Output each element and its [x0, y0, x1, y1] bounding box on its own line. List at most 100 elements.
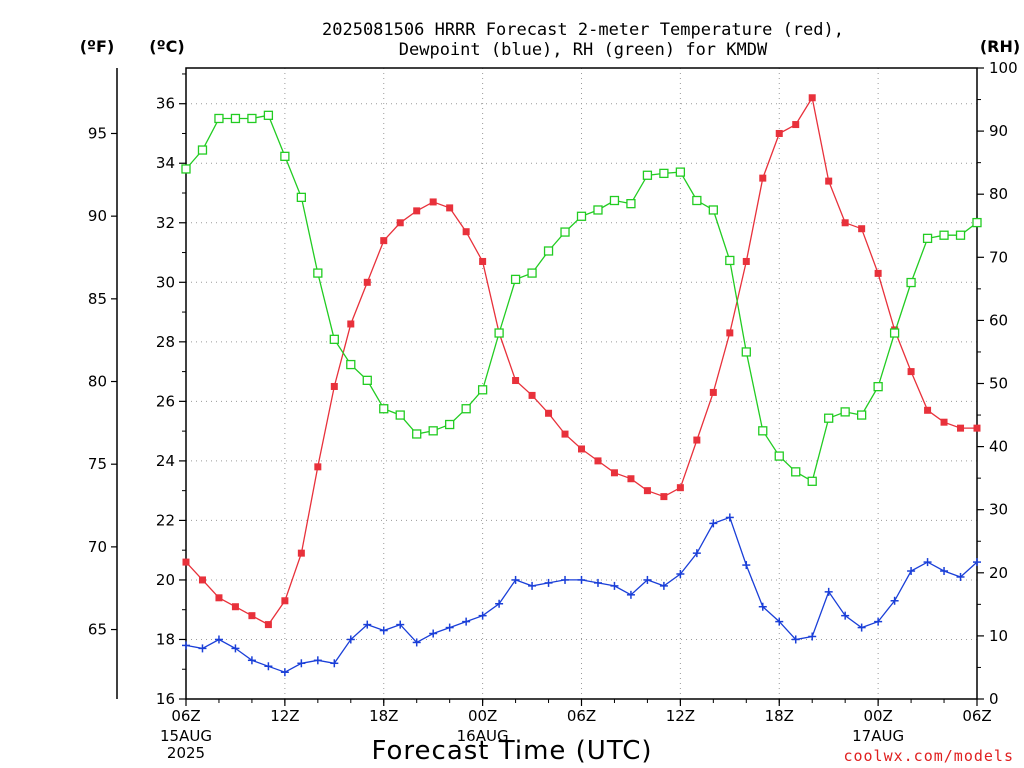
data-point-rh [708, 205, 718, 215]
data-point-rh [972, 217, 982, 228]
x-tick-sublabel: 17AUG [852, 727, 904, 745]
data-point-dewpoint [379, 626, 388, 635]
data-point-rh [725, 255, 735, 266]
data-point-rh [346, 359, 356, 370]
data-point-temperature [759, 174, 767, 182]
data-point-temperature [775, 129, 783, 137]
tick-labels: 16 18 20 22 24 26 28 30 32 34 36 65 70 75 80 85 90 95 0 10 2… [88, 59, 1018, 762]
data-point-temperature [429, 198, 437, 206]
data-point-temperature [825, 177, 833, 185]
data-point-dewpoint [363, 620, 372, 629]
rh-tick-label: 30 [989, 501, 1008, 519]
data-point-temperature [660, 493, 668, 501]
data-point-dewpoint [824, 587, 833, 596]
data-point-temperature [215, 594, 223, 602]
data-point-rh [642, 170, 653, 180]
data-point-rh [510, 274, 521, 285]
data-point-dewpoint [313, 656, 322, 665]
data-point-temperature [709, 388, 717, 396]
celsius-tick-label: 22 [156, 511, 175, 529]
data-point-dewpoint [808, 632, 817, 641]
data-point-temperature [858, 225, 866, 233]
celsius-tick-label: 18 [156, 630, 175, 648]
chart-title-line-1: 2025081506 HRRR Forecast 2-meter Tempera… [322, 20, 844, 40]
data-point-temperature [874, 269, 882, 277]
data-point-dewpoint [890, 596, 899, 605]
celsius-tick-label: 28 [156, 333, 175, 351]
data-point-rh [856, 410, 867, 420]
celsius-tick-label: 24 [156, 452, 175, 470]
series-lines [181, 94, 982, 677]
fahrenheit-tick-label: 80 [88, 373, 107, 391]
data-point-temperature [479, 257, 487, 265]
data-point-dewpoint [643, 575, 652, 584]
data-point-rh [247, 113, 257, 124]
data-point-temperature [610, 469, 618, 477]
data-point-rh [939, 230, 949, 240]
data-point-rh [280, 151, 290, 161]
x-tick-sublabel: 15AUG [160, 727, 212, 745]
data-point-rh [576, 211, 587, 221]
data-point-rh [873, 382, 883, 392]
celsius-tick-label: 34 [156, 154, 175, 172]
data-point-dewpoint [742, 561, 751, 570]
data-point-rh [741, 347, 751, 357]
rh-tick-label: 60 [989, 311, 1008, 329]
data-point-rh [791, 467, 801, 477]
data-point-temperature [726, 329, 734, 337]
data-point-temperature [973, 424, 981, 432]
celsius-tick-label: 32 [156, 214, 175, 232]
data-point-rh [889, 328, 900, 338]
data-point-dewpoint [676, 569, 685, 578]
data-point-dewpoint [692, 549, 701, 558]
data-point-rh [758, 426, 768, 436]
data-point-temperature [643, 487, 651, 495]
data-point-rh [313, 268, 323, 278]
celsius-tick-label: 30 [156, 273, 175, 291]
data-point-temperature [742, 257, 750, 265]
source-label: coolwx.com/models [843, 747, 1014, 765]
data-point-rh [955, 230, 966, 240]
x-axis-label: Forecast Time (UTC) [371, 736, 652, 766]
data-point-temperature [380, 237, 388, 245]
fahrenheit-tick-label: 75 [88, 455, 107, 473]
data-point-rh [824, 413, 834, 423]
rh-tick-label: 50 [989, 375, 1008, 393]
data-point-rh [197, 145, 208, 155]
data-point-temperature [198, 576, 206, 584]
data-point-rh [477, 385, 488, 395]
data-point-temperature [627, 475, 635, 483]
data-point-dewpoint [593, 578, 602, 587]
data-point-rh [774, 451, 784, 461]
data-point-dewpoint [907, 567, 916, 576]
data-point-temperature [676, 484, 684, 492]
data-point-dewpoint [264, 662, 273, 671]
data-point-dewpoint [725, 513, 734, 522]
data-point-rh [395, 410, 405, 420]
data-point-dewpoint [346, 635, 355, 644]
axes [111, 67, 984, 706]
data-point-dewpoint [626, 590, 635, 599]
series-rh [181, 110, 982, 486]
fahrenheit-tick-label: 85 [88, 290, 107, 308]
data-point-temperature [462, 228, 470, 236]
data-point-rh [494, 328, 504, 338]
data-point-dewpoint [182, 641, 190, 650]
data-point-dewpoint [857, 623, 866, 632]
rh-tick-label: 90 [989, 122, 1008, 140]
data-point-dewpoint [874, 617, 883, 626]
data-point-temperature [561, 430, 569, 438]
data-point-rh [428, 426, 438, 436]
data-point-dewpoint [478, 611, 487, 620]
grid-lines [186, 68, 977, 699]
x-tick-label: 12Z [270, 707, 299, 725]
x-tick-label: 18Z [369, 707, 398, 725]
x-tick-sublabel: 2025 [167, 744, 205, 762]
data-point-temperature [693, 436, 701, 444]
celsius-tick-label: 26 [156, 392, 175, 410]
celsius-tick-label: 16 [156, 690, 175, 708]
data-point-dewpoint [280, 668, 289, 677]
data-point-rh [181, 164, 191, 174]
data-point-temperature [281, 597, 289, 605]
data-point-temperature [297, 549, 305, 557]
